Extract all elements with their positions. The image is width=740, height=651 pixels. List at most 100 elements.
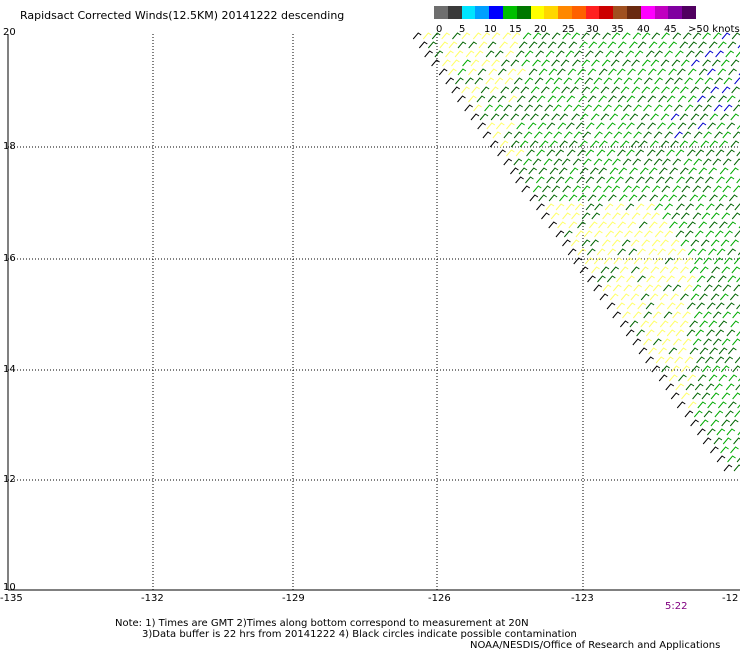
wind-barb (606, 275, 616, 283)
wind-barb (577, 149, 586, 157)
wind-barb (702, 185, 712, 193)
wind-barb (594, 203, 603, 211)
wind-barb (660, 140, 670, 148)
legend-label-20: 20 (534, 24, 547, 35)
wind-barb (657, 68, 666, 76)
wind-barb (595, 122, 605, 130)
wind-barb (669, 374, 678, 382)
wind-barb (694, 77, 704, 85)
wind-barb (593, 77, 603, 85)
wind-barb (708, 374, 718, 382)
wind-barb (668, 347, 678, 355)
wind-barb (735, 51, 740, 58)
wind-barb (634, 50, 644, 58)
wind-barb (510, 113, 520, 121)
wind-barb (553, 77, 563, 85)
wind-barb (480, 86, 490, 94)
wind-barb (616, 68, 626, 76)
legend-swatch (447, 6, 463, 19)
wind-barb (642, 59, 651, 67)
wind-barb (730, 446, 739, 454)
wind-barb (672, 32, 682, 40)
wind-barb (698, 167, 708, 175)
wind-barb (701, 212, 711, 220)
wind-barb (714, 77, 723, 85)
wind-barb (708, 248, 717, 256)
wind-barb (690, 239, 700, 247)
wind-barb (634, 230, 643, 238)
wind-barb (679, 140, 689, 148)
wind-barb (692, 32, 702, 40)
wind-barb (658, 95, 667, 103)
wind-barb (481, 32, 491, 40)
wind-barb (722, 311, 732, 319)
wind-barb (643, 131, 652, 139)
wind-barb (510, 86, 520, 94)
wind-barb (724, 257, 733, 265)
wind-barb (630, 293, 640, 301)
wind-barb (605, 50, 615, 58)
wind-barb (482, 131, 492, 139)
wind-barb (692, 338, 702, 346)
wind-barb (722, 185, 732, 193)
wind-barb (566, 122, 575, 130)
wind-barb (713, 257, 723, 265)
wind-barb (588, 221, 598, 229)
wind-barb (677, 194, 687, 202)
wind-barb (677, 122, 687, 130)
wind-barb (651, 212, 660, 220)
wind-barb (696, 302, 705, 310)
wind-barb (631, 185, 640, 193)
wind-barb (651, 185, 661, 193)
wind-barb (491, 59, 500, 67)
wind-barb (489, 140, 499, 148)
wind-barb (620, 293, 630, 301)
wind-barb (557, 221, 566, 229)
wind-barb (710, 419, 720, 427)
wind-barb (674, 50, 684, 58)
wind-barb (470, 113, 480, 121)
wind-barb (664, 257, 674, 265)
wind-barb (697, 401, 707, 409)
wind-barb (681, 365, 690, 373)
wind-barb (654, 203, 663, 211)
wind-barb (675, 329, 685, 337)
wind-barb (670, 239, 680, 247)
wind-barb (566, 95, 576, 103)
lon-label-126: -126 (428, 593, 451, 604)
wind-barb (585, 149, 595, 157)
wind-barb (650, 266, 660, 274)
wind-barb (666, 149, 675, 157)
wind-barb (637, 41, 647, 49)
wind-barb (497, 95, 507, 103)
wind-barb (513, 158, 523, 166)
wind-barb (722, 131, 732, 139)
wind-barb (568, 194, 578, 202)
wind-barb (623, 104, 632, 112)
wind-barb (477, 122, 486, 130)
wind-barb (718, 347, 728, 355)
lon-label-120: -12 (722, 593, 739, 604)
wind-barb (513, 77, 523, 85)
wind-barb (617, 95, 627, 103)
wind-barb (624, 230, 633, 238)
wind-barb (585, 122, 595, 130)
wind-barb (696, 356, 705, 364)
wind-barb (616, 302, 626, 310)
wind-barb (581, 86, 591, 94)
wind-barb (737, 404, 740, 409)
wind-barb (615, 203, 625, 211)
wind-barb (711, 266, 720, 274)
wind-barb (709, 113, 719, 121)
wind-barb (608, 95, 617, 103)
wind-barb (687, 122, 697, 130)
wind-barb (716, 248, 726, 256)
wind-barb (620, 140, 630, 148)
wind-barb (523, 131, 533, 139)
wind-barb (718, 95, 727, 103)
legend-label-10: 10 (484, 24, 497, 35)
wind-barb (687, 95, 697, 103)
wind-barb (626, 275, 635, 283)
wind-barb (680, 59, 690, 67)
wind-barb (620, 86, 630, 94)
